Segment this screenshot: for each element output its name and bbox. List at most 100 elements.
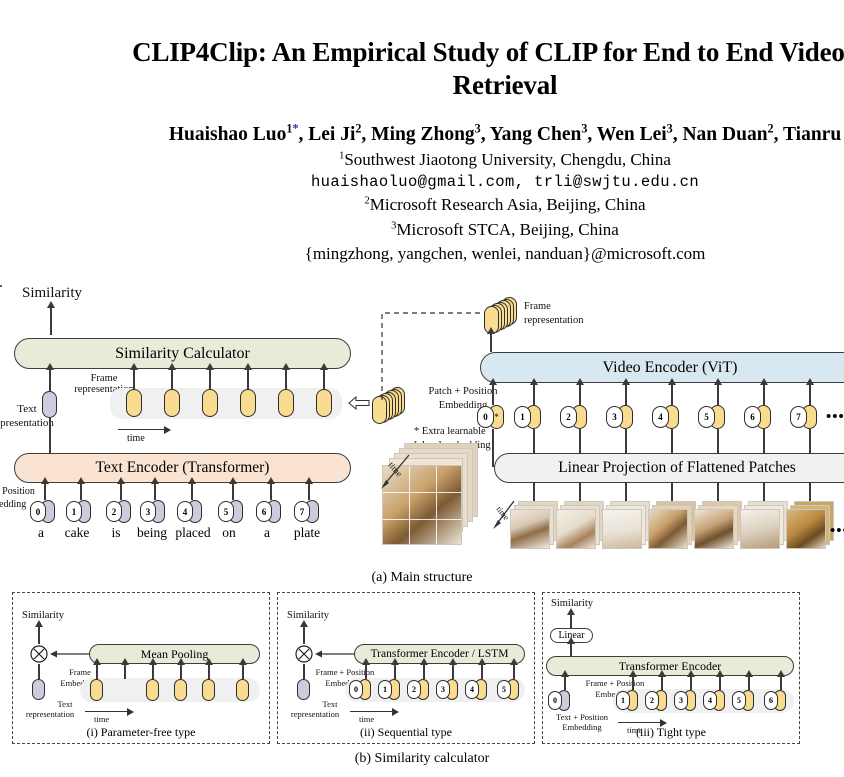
frame-token: [316, 389, 332, 417]
text-token-index: 3: [140, 501, 156, 522]
linear-in-arrow-iii: [567, 637, 574, 656]
email-line: huaishaoluo@gmail.com, trli@swjtu.edu.cn: [310, 172, 700, 191]
author-7: Tianru: [783, 123, 842, 145]
svg-text:time: time: [386, 460, 404, 479]
frame-token-index-iii: 4: [703, 691, 717, 710]
frame-embedding-label-i: Frame Embedding: [60, 667, 100, 688]
text-token-arrow: [41, 477, 48, 500]
text-token-arrow: [151, 477, 158, 500]
patch-token-index: 4: [652, 406, 669, 428]
frame-arrow-iii: [777, 670, 784, 690]
frame-token: [278, 389, 294, 417]
clipped-text-line: {mingzhong, yangchen, wenlei, nanduan}@m…: [304, 244, 706, 264]
frame-arrow-i: [93, 658, 100, 679]
patch-token-ellipsis: •••: [826, 409, 844, 425]
title-line-1: CLIP4Clip: An Empirical Study of CLIP fo…: [132, 37, 844, 67]
frame-representation-deck-left: [372, 387, 412, 424]
filmstrip-ellipsis: •••: [830, 523, 844, 539]
panel-caption-ii: (ii) Sequential type: [360, 725, 452, 739]
time-arrow-iii: [618, 717, 667, 729]
text-token-index-iii: 0: [548, 691, 562, 710]
frame-token-arrow: [320, 363, 327, 389]
video-encoder-box: Video Encoder (ViT): [480, 352, 844, 383]
frame-arrow-iii: [658, 670, 665, 690]
video-frame-group: [510, 501, 560, 549]
frame-token-index-ii: 3: [436, 680, 450, 699]
frame-token-i: [174, 679, 187, 701]
frame-token-index-ii: 0: [349, 680, 363, 699]
frame-token-index-iii: 2: [645, 691, 659, 710]
time-diagonal-arrow-patch: time: [381, 454, 410, 489]
text-word: being: [137, 525, 167, 540]
similarity-label-i: Similarity: [22, 610, 64, 621]
similarity-label-main: Similarity: [22, 285, 82, 301]
video-frame: [510, 509, 550, 549]
panel-parameter-free: [12, 592, 270, 744]
frame-arrow-iii: [629, 670, 636, 690]
patch-token-arrow: [576, 378, 583, 405]
frame-arrow-ii: [391, 658, 398, 679]
video-frame: [602, 509, 642, 549]
frame-token-arrow: [206, 363, 213, 389]
text-word: a: [264, 525, 270, 540]
frame-token: [164, 389, 180, 417]
page-title: CLIP4Clip: An Empirical Study of CLIP fo…: [0, 0, 844, 102]
patch-token-index: 2: [560, 406, 577, 428]
frame-token-index-iii: 5: [732, 691, 746, 710]
video-frame-stack-patched: time: [378, 443, 484, 547]
patch-token-arrow: [760, 378, 767, 405]
time-diagonal-arrow-video: time: [493, 500, 515, 529]
patch-token-index: 3: [606, 406, 623, 428]
pool-to-op-arrow-i: [50, 650, 90, 658]
frame-token-i: [202, 679, 215, 701]
projection-line: [717, 483, 719, 505]
linear-projection-box: Linear Projection of Flattened Patches: [494, 453, 844, 483]
patch-token-index: 1: [514, 406, 531, 428]
similarity-arrow-ii: [300, 620, 307, 644]
time-arrow-left: [118, 424, 171, 436]
text-token-arrow: [188, 477, 195, 500]
patch-token-arrow: [714, 378, 721, 405]
frame-arrow-i: [121, 658, 128, 679]
encoder-to-op-arrow-ii: [315, 650, 355, 658]
frame-token-index-ii: 4: [465, 680, 479, 699]
video-out-arrow: [487, 327, 494, 352]
author-list: Huaishao Luo1*, Lei Ji2, Ming Zhong3, Ya…: [168, 121, 842, 145]
video-frame-group: [740, 501, 790, 549]
frame-arrow-ii: [449, 658, 456, 679]
text-representation-label-i: Text representation: [25, 699, 75, 720]
affiliation-2: 2Microsoft Research Asia, Beijing, China: [364, 194, 646, 214]
frame-token-arrow: [244, 363, 251, 389]
frame-strip-left: [110, 388, 342, 419]
frame-representation-deck-right: [484, 297, 524, 334]
panel-sequential: [277, 592, 535, 744]
text-word: on: [222, 525, 236, 540]
mean-pooling-box: Mean Pooling: [89, 644, 260, 664]
text-token-index: 6: [256, 501, 272, 522]
projection-line: [533, 483, 535, 505]
frame-arrow-i: [177, 658, 184, 679]
video-frame-group: [786, 501, 836, 549]
text-word: is: [111, 525, 121, 540]
frame-token-i: [146, 679, 159, 701]
author-2: Lei Ji2: [308, 121, 362, 145]
text-token-arrow: [267, 477, 274, 500]
patch-token-line: [671, 429, 673, 467]
text-token-arrow-iii: [561, 670, 568, 690]
text-token-index: 0: [30, 501, 46, 522]
patch-token-line: [579, 429, 581, 467]
similarity-arrow-iii: [567, 608, 574, 628]
patch-token-arrow: [668, 378, 675, 405]
frame-token-index-ii: 5: [497, 680, 511, 699]
frame-token-index-iii: 1: [616, 691, 630, 710]
author-3: Ming Zhong3: [371, 121, 481, 145]
video-frame-group: [602, 501, 652, 549]
transformer-lstm-box: Transformer Encoder / LSTM: [354, 644, 525, 664]
patch-token-line: [533, 429, 535, 467]
affiliation-3: 3Microsoft STCA, Beijing, China: [391, 220, 619, 240]
class-token-star: *: [494, 412, 499, 422]
frame-token-index-iii: 3: [674, 691, 688, 710]
text-token-index: 1: [66, 501, 82, 522]
text-representation-label: Text presentation: [0, 403, 54, 429]
text-representation-label-ii: Text representation: [290, 699, 340, 720]
